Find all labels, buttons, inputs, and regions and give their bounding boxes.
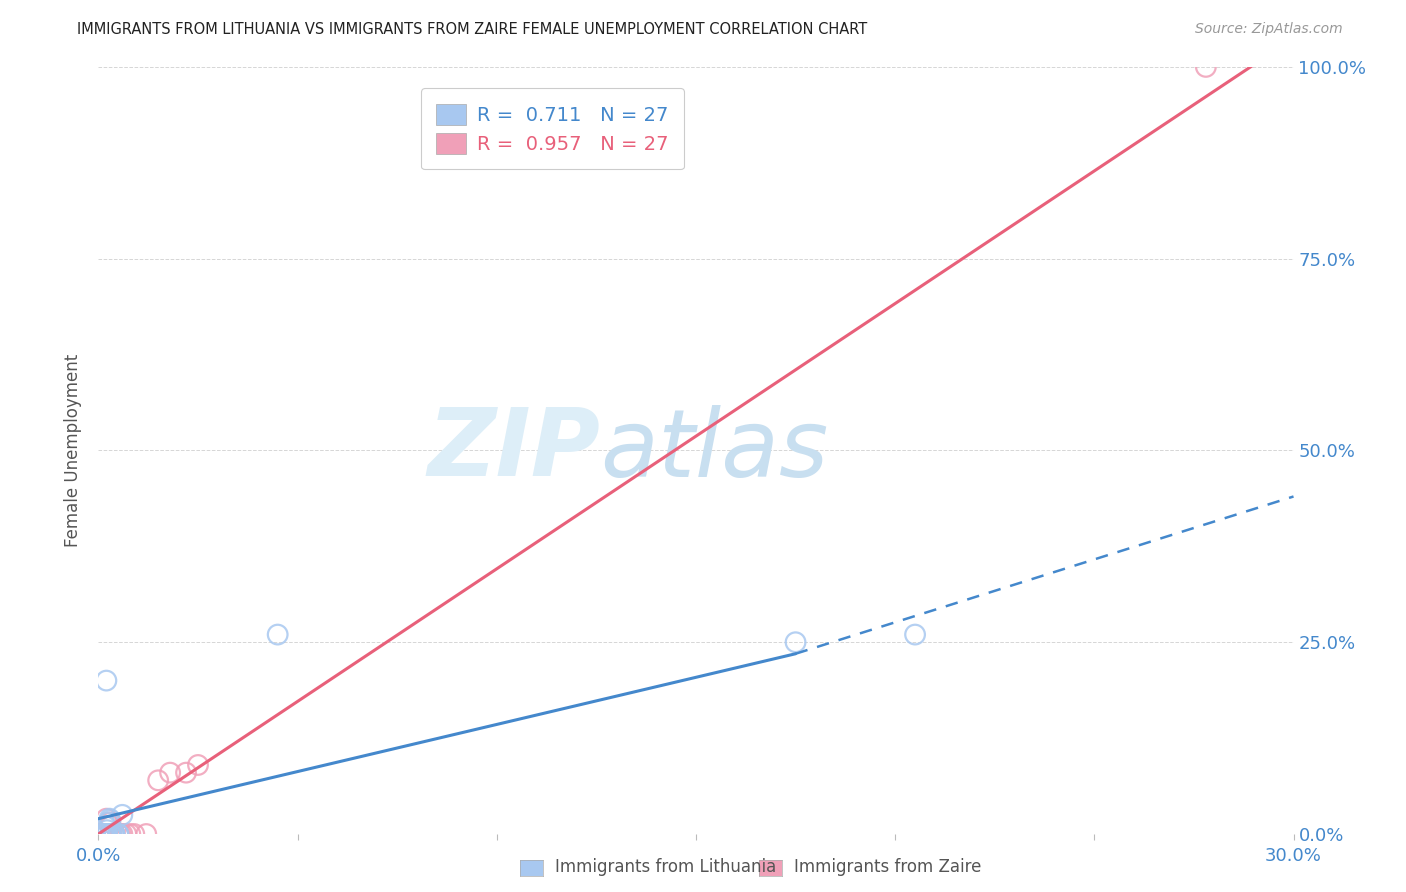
Point: [98, 815, 122, 830]
Point: [96, 812, 118, 826]
Legend: R =  0.711   N = 27, R =  0.957   N = 27: R = 0.711 N = 27, R = 0.957 N = 27: [420, 88, 685, 169]
Point: [159, 765, 181, 780]
Text: Immigrants from Lithuania: Immigrants from Lithuania: [555, 858, 776, 876]
Text: Immigrants from Zaire: Immigrants from Zaire: [794, 858, 981, 876]
Point: [110, 827, 132, 841]
Point: [93, 827, 115, 841]
Point: [101, 827, 124, 841]
Text: Source: ZipAtlas.com: Source: ZipAtlas.com: [1195, 22, 1343, 37]
Point: [98, 827, 122, 841]
Point: [103, 827, 125, 841]
Point: [93, 827, 115, 841]
Point: [103, 827, 125, 841]
Point: [96, 823, 118, 838]
Point: [107, 827, 129, 841]
Point: [120, 827, 142, 841]
Point: [124, 827, 146, 841]
Point: [98, 814, 122, 828]
Point: [96, 827, 118, 841]
Point: [785, 635, 807, 649]
Point: [98, 812, 121, 826]
Point: [96, 827, 118, 841]
Point: [1195, 60, 1218, 74]
Point: [91, 827, 114, 841]
Point: [98, 827, 122, 841]
Point: [96, 827, 118, 841]
Point: [111, 827, 134, 841]
Point: [98, 819, 122, 833]
Point: [98, 827, 122, 841]
Point: [98, 827, 122, 841]
Point: [93, 827, 115, 841]
Point: [97, 815, 120, 830]
Text: ZIP: ZIP: [427, 404, 600, 497]
Point: [91, 827, 114, 841]
Point: [96, 827, 118, 841]
Point: [91, 827, 114, 841]
Point: [96, 827, 118, 841]
Point: [904, 627, 927, 641]
Point: [96, 827, 118, 841]
Point: [135, 827, 157, 841]
Text: IMMIGRANTS FROM LITHUANIA VS IMMIGRANTS FROM ZAIRE FEMALE UNEMPLOYMENT CORRELATI: IMMIGRANTS FROM LITHUANIA VS IMMIGRANTS …: [77, 22, 868, 37]
Point: [98, 827, 122, 841]
Point: [115, 827, 138, 841]
Point: [107, 827, 129, 841]
Point: [107, 827, 129, 841]
Point: [91, 827, 114, 841]
Point: [96, 673, 118, 688]
Point: [148, 773, 170, 788]
Point: [96, 827, 118, 841]
Text: atlas: atlas: [600, 405, 828, 496]
Point: [111, 808, 134, 822]
Point: [96, 827, 118, 841]
Point: [107, 827, 129, 841]
Point: [103, 827, 125, 841]
Point: [174, 765, 197, 780]
Point: [103, 827, 125, 841]
Point: [267, 627, 290, 641]
Y-axis label: Female Unemployment: Female Unemployment: [65, 354, 83, 547]
Point: [103, 827, 125, 841]
Point: [187, 758, 209, 772]
Point: [94, 819, 117, 833]
